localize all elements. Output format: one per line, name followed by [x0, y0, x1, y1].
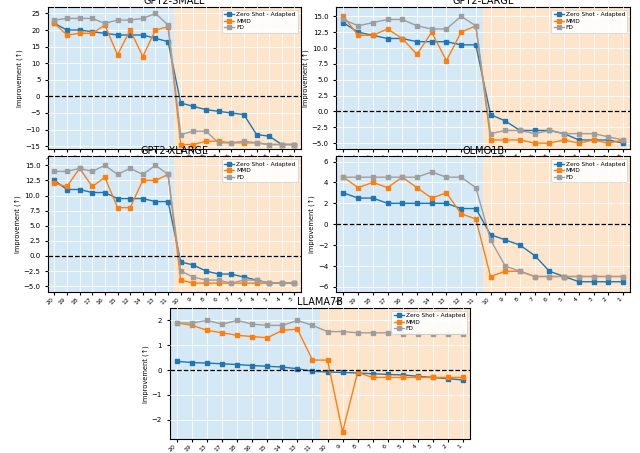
- Title: GPT2-SMALL: GPT2-SMALL: [144, 0, 205, 6]
- Bar: [483, 7, 630, 149]
- Y-axis label: Improvement (↑): Improvement (↑): [142, 345, 149, 403]
- Bar: [174, 7, 301, 149]
- Bar: [483, 156, 630, 292]
- Title: OLMO1B: OLMO1B: [462, 145, 504, 155]
- Bar: [320, 308, 470, 439]
- Legend: Zero Shot - Adapted, MMD, FD: Zero Shot - Adapted, MMD, FD: [391, 311, 467, 334]
- Y-axis label: Improvement (↑): Improvement (↑): [308, 195, 316, 253]
- Bar: [336, 156, 483, 292]
- Y-axis label: Improvement (↑): Improvement (↑): [14, 195, 20, 253]
- Y-axis label: Improvement (↑): Improvement (↑): [16, 49, 22, 107]
- Bar: [336, 7, 483, 149]
- Legend: Zero Shot - Adapted, MMD, FD: Zero Shot - Adapted, MMD, FD: [221, 10, 298, 33]
- Bar: [48, 156, 174, 292]
- Title: LLAMA7B: LLAMA7B: [297, 297, 343, 307]
- Bar: [48, 7, 174, 149]
- Bar: [174, 156, 301, 292]
- Title: GPT2-XLARGE: GPT2-XLARGE: [140, 145, 209, 155]
- Legend: Zero Shot - Adapted, MMD, FD: Zero Shot - Adapted, MMD, FD: [551, 159, 627, 182]
- Title: GPT2-LARGE: GPT2-LARGE: [452, 0, 514, 6]
- Legend: Zero Shot - Adapted, MMD, FD: Zero Shot - Adapted, MMD, FD: [551, 10, 627, 33]
- Y-axis label: Improvement (↑): Improvement (↑): [302, 49, 308, 107]
- Legend: Zero Shot - Adapted, MMD, FD: Zero Shot - Adapted, MMD, FD: [221, 159, 298, 182]
- Bar: [170, 308, 320, 439]
